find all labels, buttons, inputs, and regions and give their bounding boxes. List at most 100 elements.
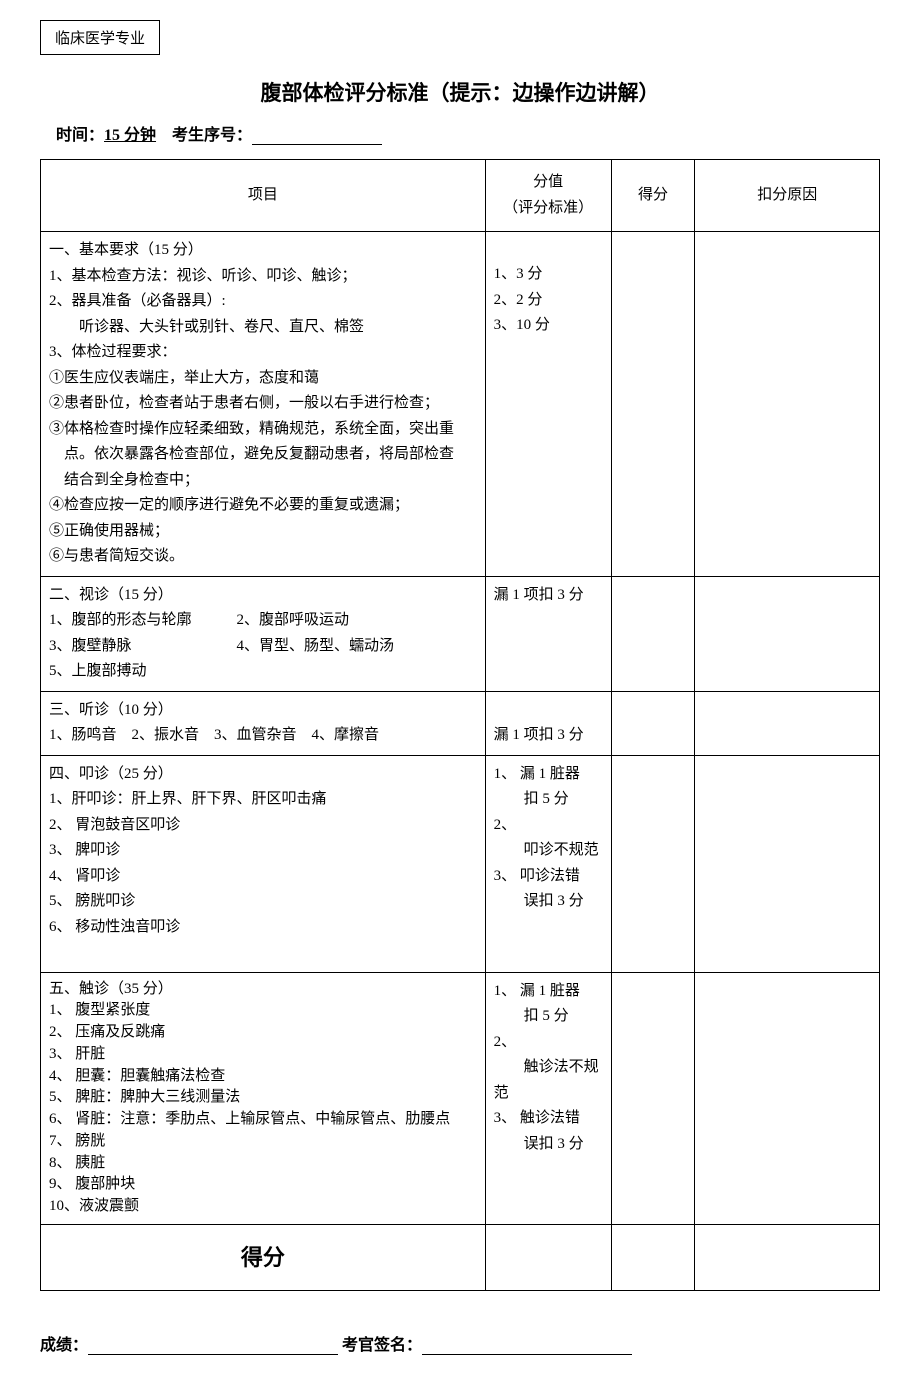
- criteria-cell: 漏 1 项扣 3 分: [485, 576, 611, 691]
- item-line: 点。依次暴露各检查部位，避免反复翻动患者，将局部检查: [49, 442, 477, 468]
- item-line: ⑤正确使用器械；: [49, 519, 477, 545]
- criteria-line: 误扣 3 分: [494, 1132, 603, 1158]
- item-line: 9、 腹部肿块: [49, 1174, 477, 1196]
- item-line: 10、液波震颤: [49, 1196, 477, 1218]
- item-line: 5、 脾脏：脾肿大三线测量法: [49, 1087, 477, 1109]
- criteria-line: 扣 5 分: [494, 787, 603, 813]
- criteria-cell: 漏 1 项扣 3 分: [485, 691, 611, 755]
- item-line: 三、听诊（10 分）: [49, 698, 477, 724]
- time-label: 时间：: [56, 127, 104, 144]
- score-cell: [611, 232, 695, 577]
- score-cell: [611, 972, 695, 1224]
- item-line: 2、 胃泡鼓音区叩诊: [49, 813, 477, 839]
- item-line: ②患者卧位，检查者站于患者右侧，一般以右手进行检查；: [49, 391, 477, 417]
- criteria-line: 2、: [494, 813, 603, 839]
- table-row: 一、基本要求（15 分）1、基本检查方法：视诊、听诊、叩诊、触诊；2、器具准备（…: [41, 232, 880, 577]
- col-standard: 分值 （评分标准）: [485, 160, 611, 232]
- criteria-line: 漏 1 项扣 3 分: [494, 583, 603, 609]
- item-cell: 一、基本要求（15 分）1、基本检查方法：视诊、听诊、叩诊、触诊；2、器具准备（…: [41, 232, 486, 577]
- criteria-line: 2、: [494, 1030, 603, 1056]
- table-header-row: 项目 分值 （评分标准） 得分 扣分原因: [41, 160, 880, 232]
- item-line: 1、肠鸣音 2、振水音 3、血管杂音 4、摩擦音: [49, 723, 477, 749]
- reason-cell: [695, 691, 880, 755]
- result-label: 成绩：: [40, 1337, 88, 1354]
- criteria-line: 3、 触诊法错: [494, 1106, 603, 1132]
- table-row: 四、叩诊（25 分）1、肝叩诊：肝上界、肝下界、肝区叩击痛2、 胃泡鼓音区叩诊3…: [41, 755, 880, 972]
- criteria-line: 1、 漏 1 脏器: [494, 762, 603, 788]
- id-label: 考生序号：: [172, 127, 252, 144]
- criteria-line: 误扣 3 分: [494, 889, 603, 915]
- criteria-line: 触诊法不规范: [494, 1055, 603, 1106]
- item-line: 6、 移动性浊音叩诊: [49, 915, 477, 941]
- reason-cell: [695, 972, 880, 1224]
- final-score-row: 得分: [41, 1224, 880, 1290]
- criteria-line: 1、 漏 1 脏器: [494, 979, 603, 1005]
- footer-line: 成绩： 考官签名：: [40, 1331, 880, 1355]
- item-line: 5、上腹部搏动: [49, 659, 477, 685]
- sign-label: 考官签名：: [342, 1337, 422, 1354]
- subject-badge: 临床医学专业: [40, 20, 160, 55]
- item-line: [49, 940, 477, 966]
- reason-cell: [695, 755, 880, 972]
- item-cell: 二、视诊（15 分）1、腹部的形态与轮廓 2、腹部呼吸运动3、腹壁静脉 4、胃型…: [41, 576, 486, 691]
- item-line: 2、 压痛及反跳痛: [49, 1022, 477, 1044]
- criteria-line: 叩诊不规范: [494, 838, 603, 864]
- final-empty: [695, 1224, 880, 1290]
- criteria-line: 扣 5 分: [494, 1004, 603, 1030]
- criteria-line: [494, 698, 603, 724]
- item-line: 3、腹壁静脉 4、胃型、肠型、蠕动汤: [49, 634, 477, 660]
- col-score: 得分: [611, 160, 695, 232]
- item-line: 听诊器、大头针或别针、卷尺、直尺、棉签: [49, 315, 477, 341]
- final-empty: [485, 1224, 611, 1290]
- item-line: 一、基本要求（15 分）: [49, 238, 477, 264]
- table-row: 五、触诊（35 分）1、 腹型紧张度2、 压痛及反跳痛3、 肝脏4、 胆囊：胆囊…: [41, 972, 880, 1224]
- item-line: 3、体检过程要求：: [49, 340, 477, 366]
- col-reason: 扣分原因: [695, 160, 880, 232]
- item-line: 3、 脾叩诊: [49, 838, 477, 864]
- info-line: 时间：15 分钟 考生序号：: [56, 121, 880, 145]
- item-cell: 四、叩诊（25 分）1、肝叩诊：肝上界、肝下界、肝区叩击痛2、 胃泡鼓音区叩诊3…: [41, 755, 486, 972]
- table-row: 二、视诊（15 分）1、腹部的形态与轮廓 2、腹部呼吸运动3、腹壁静脉 4、胃型…: [41, 576, 880, 691]
- criteria-line: 2、2 分: [494, 288, 603, 314]
- item-line: 1、腹部的形态与轮廓 2、腹部呼吸运动: [49, 608, 477, 634]
- item-line: ③体格检查时操作应轻柔细致，精确规范，系统全面，突出重: [49, 417, 477, 443]
- item-line: 四、叩诊（25 分）: [49, 762, 477, 788]
- col-item: 项目: [41, 160, 486, 232]
- item-line: 5、 膀胱叩诊: [49, 889, 477, 915]
- item-line: 6、 肾脏：注意：季肋点、上输尿管点、中输尿管点、肋腰点: [49, 1109, 477, 1131]
- item-line: 4、 胆囊：胆囊触痛法检查: [49, 1066, 477, 1088]
- criteria-line: 漏 1 项扣 3 分: [494, 723, 603, 749]
- item-line: 1、肝叩诊：肝上界、肝下界、肝区叩击痛: [49, 787, 477, 813]
- item-line: ④检查应按一定的顺序进行避免不必要的重复或遗漏；: [49, 493, 477, 519]
- final-label: 得分: [41, 1224, 486, 1290]
- item-line: 8、 胰脏: [49, 1153, 477, 1175]
- item-line: 结合到全身检查中；: [49, 468, 477, 494]
- score-cell: [611, 755, 695, 972]
- item-line: 二、视诊（15 分）: [49, 583, 477, 609]
- table-row: 三、听诊（10 分）1、肠鸣音 2、振水音 3、血管杂音 4、摩擦音 漏 1 项…: [41, 691, 880, 755]
- item-line: 7、 膀胱: [49, 1131, 477, 1153]
- criteria-line: 3、10 分: [494, 313, 603, 339]
- item-cell: 三、听诊（10 分）1、肠鸣音 2、振水音 3、血管杂音 4、摩擦音: [41, 691, 486, 755]
- item-line: 1、 腹型紧张度: [49, 1000, 477, 1022]
- scoring-table: 项目 分值 （评分标准） 得分 扣分原因 一、基本要求（15 分）1、基本检查方…: [40, 159, 880, 1291]
- reason-cell: [695, 232, 880, 577]
- criteria-cell: 1、 漏 1 脏器 扣 5 分2、 触诊法不规范3、 触诊法错 误扣 3 分: [485, 972, 611, 1224]
- time-value: 15 分钟: [104, 127, 156, 144]
- item-line: 五、触诊（35 分）: [49, 979, 477, 1001]
- item-line: 2、器具准备（必备器具）:: [49, 289, 477, 315]
- criteria-cell: 1、 漏 1 脏器 扣 5 分2、 叩诊不规范3、 叩诊法错 误扣 3 分: [485, 755, 611, 972]
- id-blank: [252, 127, 382, 145]
- item-line: ①医生应仪表端庄，举止大方，态度和蔼: [49, 366, 477, 392]
- score-cell: [611, 691, 695, 755]
- item-line: 3、 肝脏: [49, 1044, 477, 1066]
- reason-cell: [695, 576, 880, 691]
- item-cell: 五、触诊（35 分）1、 腹型紧张度2、 压痛及反跳痛3、 肝脏4、 胆囊：胆囊…: [41, 972, 486, 1224]
- final-empty: [611, 1224, 695, 1290]
- item-line: 4、 肾叩诊: [49, 864, 477, 890]
- score-cell: [611, 576, 695, 691]
- page-title: 腹部体检评分标准（提示：边操作边讲解）: [40, 77, 880, 107]
- item-line: ⑥与患者简短交谈。: [49, 544, 477, 570]
- criteria-cell: 1、3 分2、2 分3、10 分: [485, 232, 611, 577]
- item-line: 1、基本检查方法：视诊、听诊、叩诊、触诊；: [49, 264, 477, 290]
